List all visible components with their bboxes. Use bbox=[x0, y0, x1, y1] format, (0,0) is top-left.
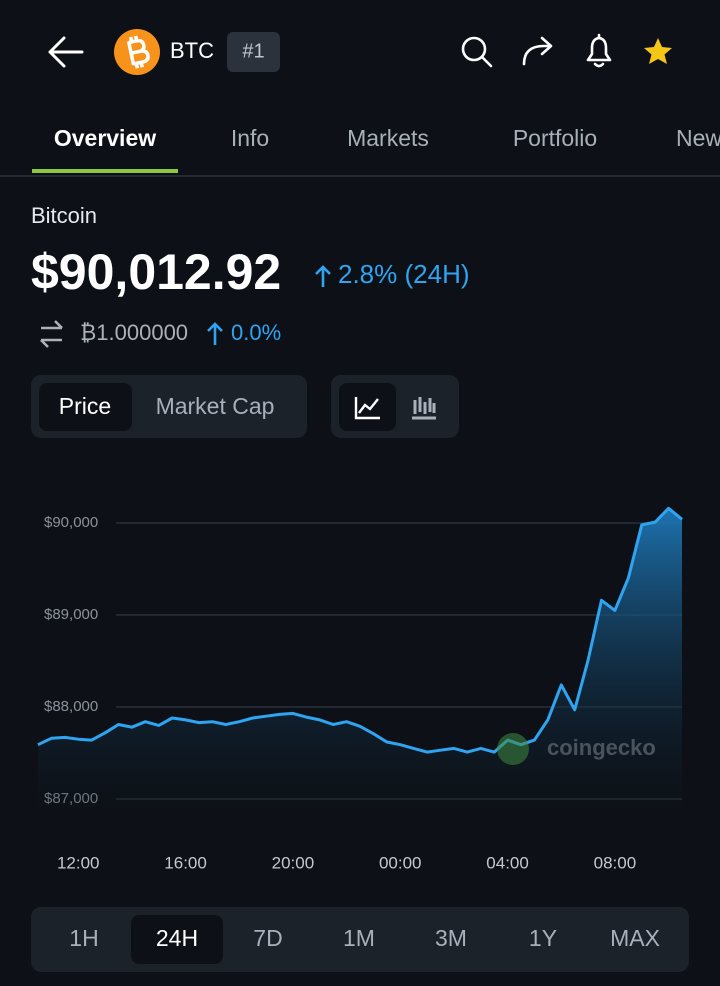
y-tick-label: $88,000 bbox=[44, 698, 98, 715]
y-tick-label: $89,000 bbox=[44, 606, 98, 623]
x-tick-label: 20:00 bbox=[272, 853, 315, 872]
candle-chart-button[interactable] bbox=[412, 397, 436, 420]
range-option[interactable]: 1Y bbox=[529, 925, 557, 951]
watermark-logo bbox=[497, 733, 529, 765]
price-line bbox=[37, 506, 683, 754]
segment-selected bbox=[39, 383, 132, 431]
btc-change: 0.0% bbox=[231, 320, 281, 345]
area bbox=[38, 508, 682, 811]
x-tick-label: 16:00 bbox=[164, 853, 207, 872]
segment-option[interactable]: Market Cap bbox=[156, 393, 275, 419]
range-selected bbox=[131, 915, 223, 964]
range-option[interactable]: 1H bbox=[69, 925, 98, 951]
back-button[interactable] bbox=[48, 36, 84, 68]
range-option[interactable]: 24H bbox=[156, 925, 198, 951]
watermark: coingecko bbox=[547, 735, 656, 760]
share-button[interactable] bbox=[522, 36, 553, 66]
tab[interactable]: Portfolio bbox=[513, 125, 597, 151]
segment-option[interactable]: Price bbox=[59, 393, 111, 419]
tab[interactable]: Info bbox=[231, 125, 269, 151]
favorite-button[interactable] bbox=[644, 38, 672, 64]
range-option[interactable]: 7D bbox=[253, 925, 282, 951]
tab[interactable]: News bbox=[676, 125, 720, 151]
price: $90,012.92 bbox=[31, 244, 281, 300]
up-arrow bbox=[207, 322, 223, 345]
range-option[interactable]: MAX bbox=[610, 925, 660, 951]
coin-symbol: BTC bbox=[170, 38, 214, 63]
convert-icon bbox=[40, 320, 63, 348]
line-chart-button[interactable] bbox=[354, 397, 380, 420]
chart: $87,000$88,000$89,000$90,00012:0016:0020… bbox=[37, 506, 683, 872]
rank-label: #1 bbox=[242, 40, 264, 62]
alert-button[interactable] bbox=[586, 33, 612, 68]
tab-indicator bbox=[32, 169, 178, 173]
x-tick-label: 12:00 bbox=[57, 853, 100, 872]
up-arrow bbox=[315, 265, 331, 287]
x-tick-label: 04:00 bbox=[486, 853, 529, 872]
x-tick-label: 08:00 bbox=[594, 853, 637, 872]
y-tick-label: $90,000 bbox=[44, 514, 98, 531]
x-tick-label: 00:00 bbox=[379, 853, 422, 872]
range-option[interactable]: 3M bbox=[435, 925, 467, 951]
search-button[interactable] bbox=[461, 36, 493, 68]
coin-logo bbox=[114, 29, 160, 75]
tab[interactable]: Markets bbox=[347, 125, 429, 151]
btc-price: ₿1.000000 bbox=[80, 320, 188, 345]
rank-badge bbox=[227, 32, 280, 72]
coin-name: Bitcoin bbox=[31, 203, 97, 228]
tab[interactable]: Overview bbox=[54, 125, 156, 151]
price-change: 2.8% (24H) bbox=[338, 259, 470, 289]
range-option[interactable]: 1M bbox=[343, 925, 375, 951]
